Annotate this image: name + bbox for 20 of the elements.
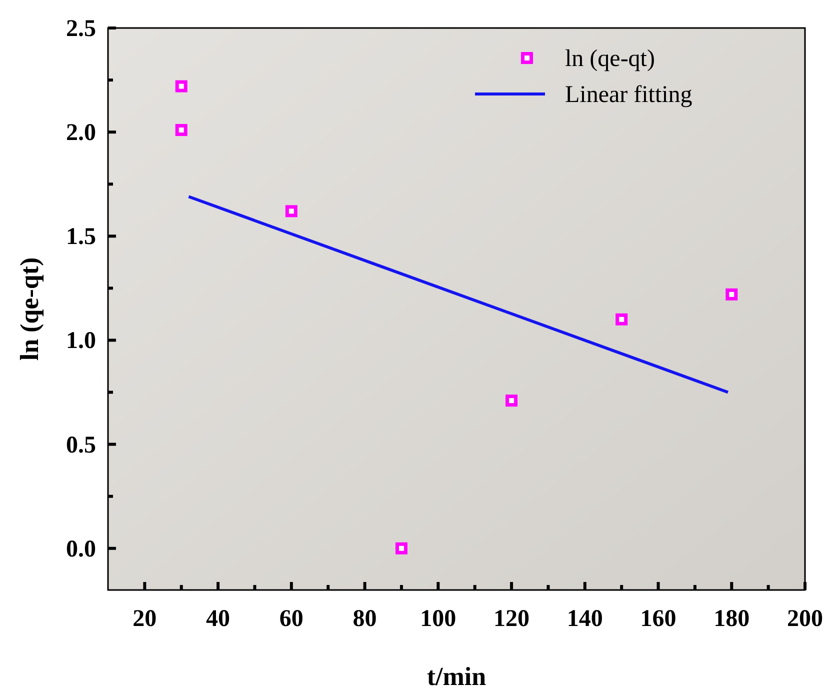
x-tick-label: 20 [132, 606, 157, 632]
y-tick-label: 0.5 [66, 432, 96, 458]
x-tick-label: 120 [494, 606, 530, 632]
x-tick-label: 80 [352, 606, 377, 632]
x-axis-title: t/min [426, 662, 487, 691]
y-tick-label: 0.0 [66, 536, 96, 562]
y-tick-label: 1.0 [66, 328, 96, 354]
legend-label: Linear fitting [565, 82, 692, 108]
legend-label: ln (qe-qt) [565, 46, 655, 72]
x-tick-label: 200 [787, 606, 823, 632]
y-tick-label: 2.5 [66, 16, 96, 42]
x-tick-label: 140 [566, 606, 603, 632]
x-tick-label: 100 [420, 606, 456, 632]
x-tick-label: 40 [206, 606, 230, 632]
y-tick-label: 1.5 [66, 224, 96, 250]
x-tick-label: 180 [714, 606, 750, 632]
y-axis-title: ln (qe-qt) [15, 257, 44, 361]
x-tick-label: 60 [279, 606, 304, 632]
y-tick-label: 2.0 [66, 120, 96, 146]
x-tick-label: 160 [640, 606, 676, 632]
